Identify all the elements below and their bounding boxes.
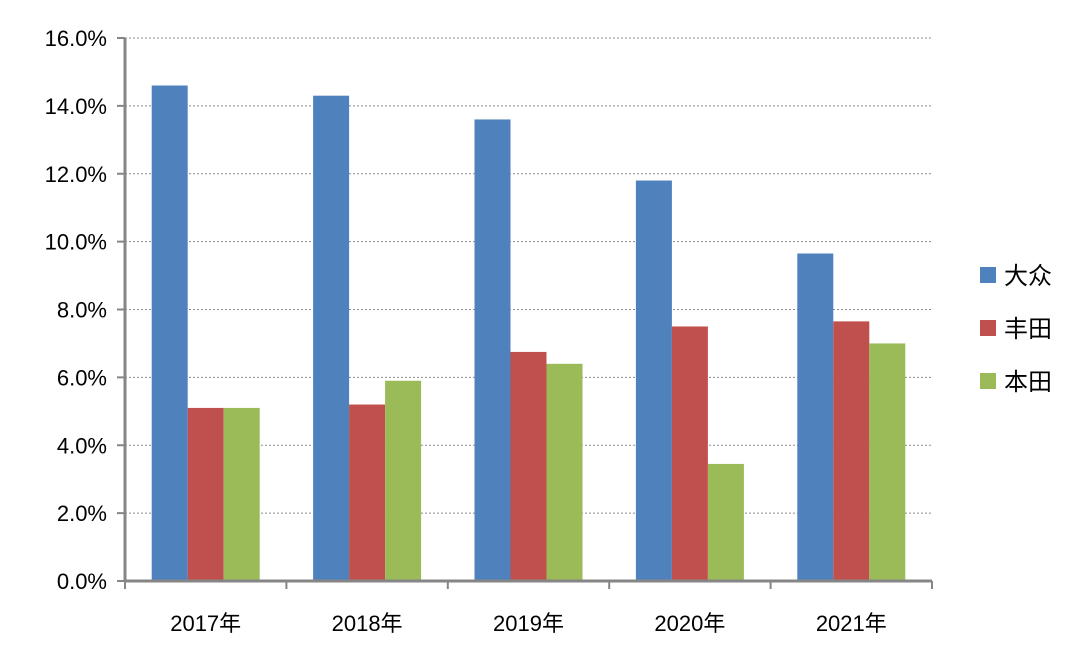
bar-丰田-2017年 [187,407,224,581]
y-tick-label: 10.0% [45,230,107,255]
y-tick-label: 12.0% [45,162,107,187]
bar-本田-2017年 [223,407,260,581]
bar-本田-2020年 [707,463,744,581]
legend-label: 大众 [1004,262,1052,290]
legend-label: 本田 [1004,368,1052,396]
bar-丰田-2021年 [833,321,870,581]
bar-丰田-2019年 [510,351,547,581]
y-tick-label: 8.0% [57,298,107,323]
x-tick-label: 2021年 [816,611,887,636]
bar-本田-2019年 [546,363,583,581]
x-tick-label: 2019年 [493,611,564,636]
x-axis-tick-labels: 2017年 2018年 2019年 2020年 2021年 [170,611,887,636]
bar-丰田-2020年 [671,326,708,581]
x-tick-label: 2020年 [654,611,725,636]
legend-label: 丰田 [1004,315,1052,343]
bar-丰田-2018年 [349,404,386,581]
x-tick-label: 2017年 [170,611,241,636]
y-tick-label: 2.0% [57,501,107,526]
legend-swatch-本田 [980,373,996,389]
bar-大众-2017年 [151,85,188,581]
y-tick-label: 4.0% [57,433,107,458]
bar-本田-2021年 [869,343,906,581]
y-tick-label: 6.0% [57,365,107,390]
x-tick-label: 2018年 [332,611,403,636]
legend-swatch-丰田 [980,320,996,336]
bar-本田-2018年 [385,380,422,581]
y-tick-label: 0.0% [57,569,107,594]
bar-大众-2020年 [635,180,672,581]
legend-swatch-大众 [980,267,996,283]
y-tick-label: 16.0% [45,26,107,51]
bar-大众-2018年 [313,95,350,581]
y-axis-tick-labels: 0.0% 2.0% 4.0% 6.0% 8.0% 10.0% 12.0% 14.0% 16.0% [45,26,107,594]
bar-大众-2019年 [474,119,511,581]
axes [117,37,933,589]
bars [151,85,906,582]
y-tick-label: 14.0% [45,94,107,119]
bar-大众-2021年 [797,253,834,582]
